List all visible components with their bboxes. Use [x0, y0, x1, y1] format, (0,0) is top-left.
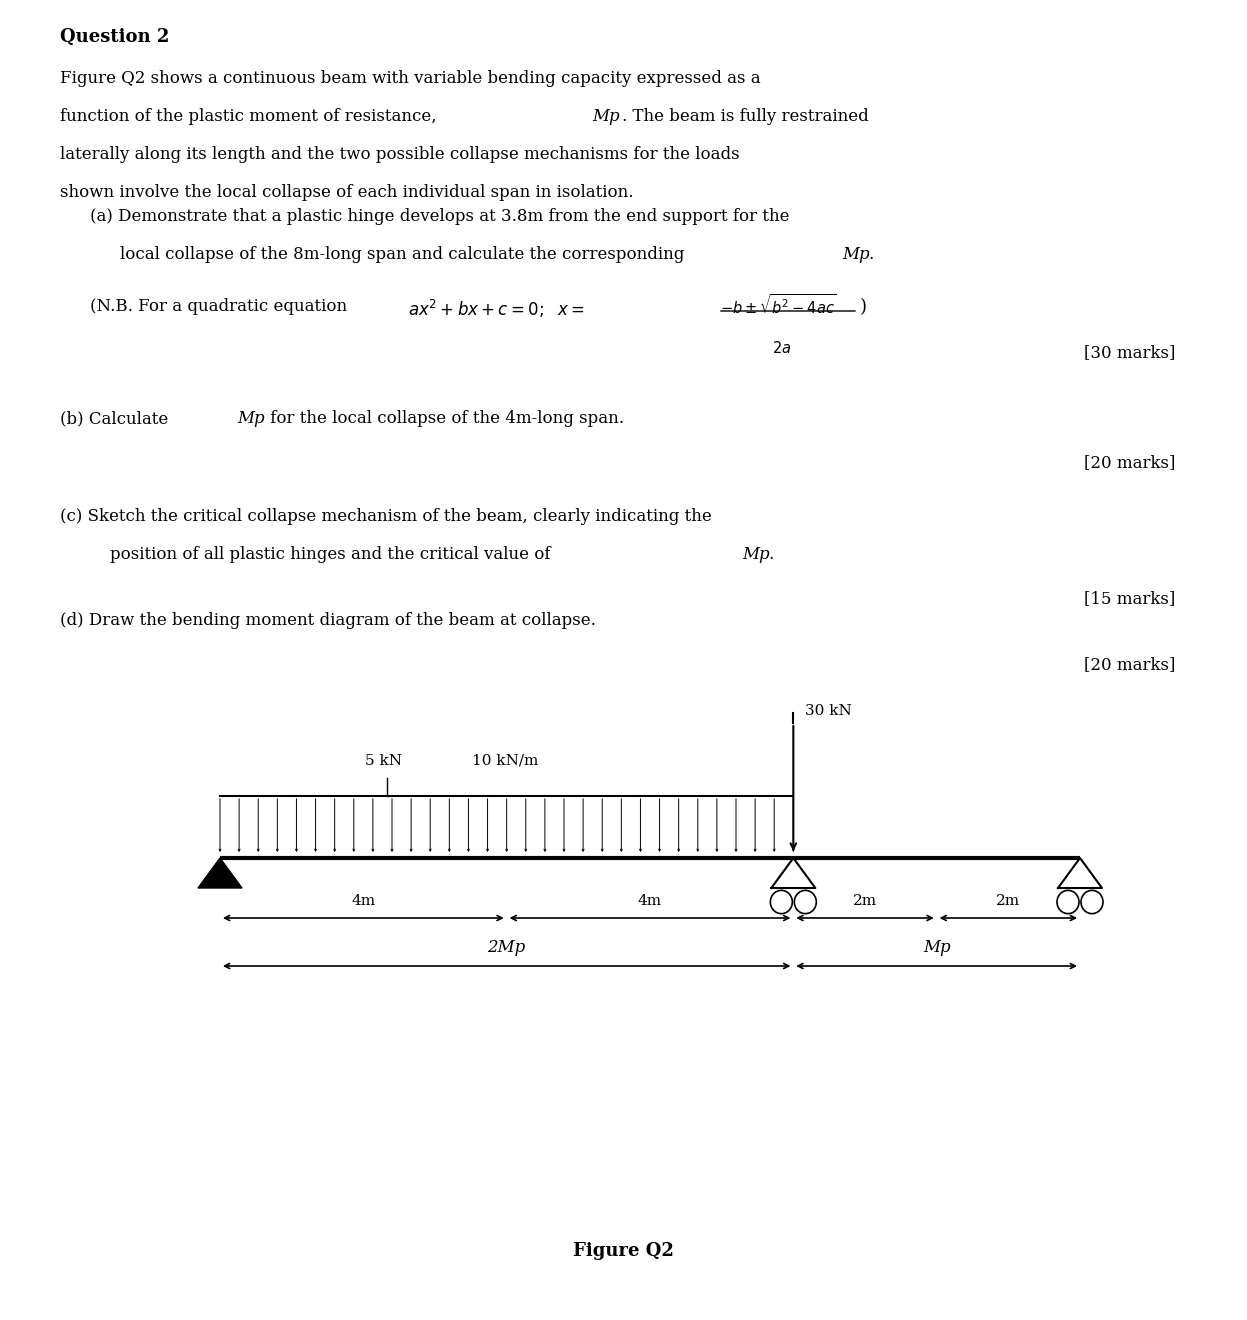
Text: (b) Calculate: (b) Calculate: [60, 411, 173, 426]
Text: local collapse of the 8m-long span and calculate the corresponding: local collapse of the 8m-long span and c…: [120, 246, 690, 263]
Text: function of the plastic moment of resistance,: function of the plastic moment of resist…: [60, 108, 441, 125]
Text: [20 marks]: [20 marks]: [1084, 454, 1175, 471]
Text: (d) Draw the bending moment diagram of the beam at collapse.: (d) Draw the bending moment diagram of t…: [60, 612, 596, 630]
Text: $ax^2 + bx + c = 0$$;\ \ x = $: $ax^2 + bx + c = 0$$;\ \ x = $: [408, 298, 585, 319]
Polygon shape: [198, 858, 242, 888]
Text: 2m: 2m: [996, 894, 1020, 908]
Text: $2a$: $2a$: [772, 341, 792, 356]
Text: Mp: Mp: [742, 546, 769, 564]
Text: $-b\pm\sqrt{b^2-4ac}$: $-b\pm\sqrt{b^2-4ac}$: [720, 293, 837, 317]
Text: shown involve the local collapse of each individual span in isolation.: shown involve the local collapse of each…: [60, 183, 633, 201]
Text: laterally along its length and the two possible collapse mechanisms for the load: laterally along its length and the two p…: [60, 147, 739, 162]
Text: Mp: Mp: [237, 411, 264, 426]
Text: .: .: [768, 546, 773, 564]
Text: Mp: Mp: [923, 939, 950, 956]
Text: 2Mp: 2Mp: [488, 939, 526, 956]
Text: Figure Q2 shows a continuous beam with variable bending capacity expressed as a: Figure Q2 shows a continuous beam with v…: [60, 70, 761, 87]
Text: Question 2: Question 2: [60, 28, 170, 46]
Text: 4m: 4m: [638, 894, 662, 908]
Text: 2m: 2m: [853, 894, 877, 908]
Text: .: .: [868, 246, 873, 263]
Text: . The beam is fully restrained: . The beam is fully restrained: [622, 108, 869, 125]
Text: [30 marks]: [30 marks]: [1084, 345, 1175, 360]
Text: Mp: Mp: [592, 108, 620, 125]
Text: (a) Demonstrate that a plastic hinge develops at 3.8m from the end support for t: (a) Demonstrate that a plastic hinge dev…: [90, 209, 789, 224]
Text: position of all plastic hinges and the critical value of: position of all plastic hinges and the c…: [110, 546, 556, 564]
Text: (N.B. For a quadratic equation: (N.B. For a quadratic equation: [90, 298, 353, 315]
Text: Figure Q2: Figure Q2: [574, 1242, 673, 1261]
Text: 10 kN/m: 10 kN/m: [473, 754, 539, 768]
Text: for the local collapse of the 4m-long span.: for the local collapse of the 4m-long sp…: [266, 411, 624, 426]
Text: 5 kN: 5 kN: [365, 754, 402, 768]
Text: 30 kN: 30 kN: [806, 704, 852, 718]
Text: ): ): [860, 298, 867, 315]
Text: 4m: 4m: [352, 894, 375, 908]
Text: (c) Sketch the critical collapse mechanism of the beam, clearly indicating the: (c) Sketch the critical collapse mechani…: [60, 508, 712, 525]
Text: [15 marks]: [15 marks]: [1084, 590, 1175, 607]
Text: Mp: Mp: [842, 246, 869, 263]
Text: [20 marks]: [20 marks]: [1084, 656, 1175, 673]
